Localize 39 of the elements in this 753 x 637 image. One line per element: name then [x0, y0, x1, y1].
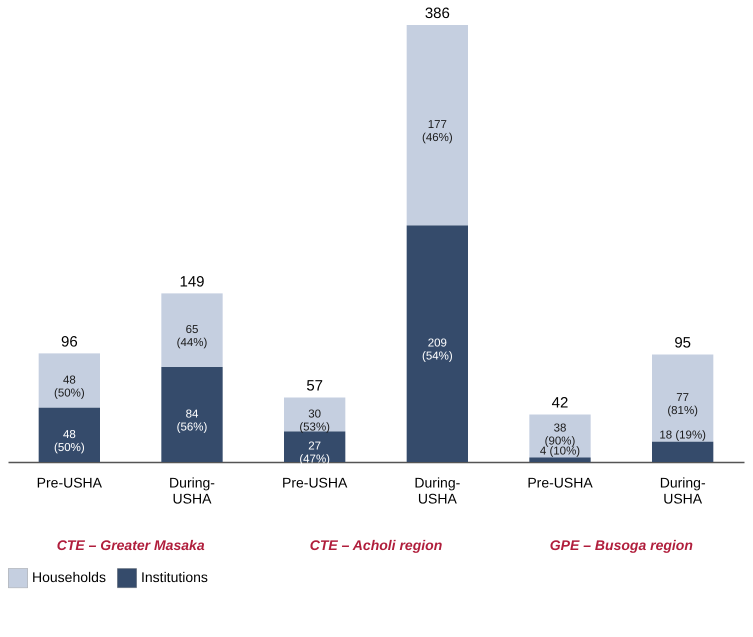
- text: CTE – Acholi region: [310, 537, 442, 553]
- text: GPE – Busoga region: [550, 537, 693, 553]
- data-label: 18 (19%): [659, 430, 706, 442]
- x-tick-label: Pre-USHA: [282, 474, 348, 490]
- bar: [529, 457, 591, 462]
- x-tick-label: During-USHA: [414, 474, 461, 506]
- total-label: 57: [306, 377, 324, 394]
- data-label: 48 (50%): [54, 428, 85, 454]
- x-tick-label: Pre-USHA: [36, 474, 103, 490]
- x-tick-label: During-USHA: [169, 474, 216, 506]
- total-label: 95: [674, 334, 692, 352]
- total-label: 42: [552, 394, 568, 412]
- bar: [652, 354, 714, 442]
- data-label: 38 (90%): [544, 422, 576, 448]
- bar: [284, 397, 346, 432]
- data-label: 84 (56%): [176, 408, 208, 434]
- bar: [284, 431, 346, 462]
- bar: [406, 225, 468, 462]
- data-label: 30 (53%): [299, 408, 330, 434]
- data-label: 209 (54%): [422, 338, 453, 363]
- bar: [38, 408, 100, 462]
- bar: [38, 353, 100, 408]
- legend-label: Institutions: [141, 569, 208, 586]
- bar: [161, 293, 223, 367]
- total-label: 149: [179, 273, 205, 290]
- data-label: 177 (46%): [422, 119, 453, 144]
- bar: [161, 366, 223, 462]
- data-label: 77 (81%): [667, 392, 698, 418]
- bar: [652, 442, 714, 462]
- data-label: 27 (47%): [299, 440, 330, 466]
- text: CTE – Greater Masaka: [56, 537, 205, 553]
- total-label: 96: [60, 333, 78, 350]
- data-label: 48 (50%): [54, 374, 85, 400]
- x-tick-label: During-USHA: [660, 474, 706, 506]
- x-tick-label: Pre-USHA: [527, 474, 594, 490]
- legend-label: Households: [32, 569, 106, 586]
- total-label: 386: [424, 5, 450, 22]
- data-label: 65 (44%): [176, 324, 208, 350]
- bar: [406, 25, 468, 226]
